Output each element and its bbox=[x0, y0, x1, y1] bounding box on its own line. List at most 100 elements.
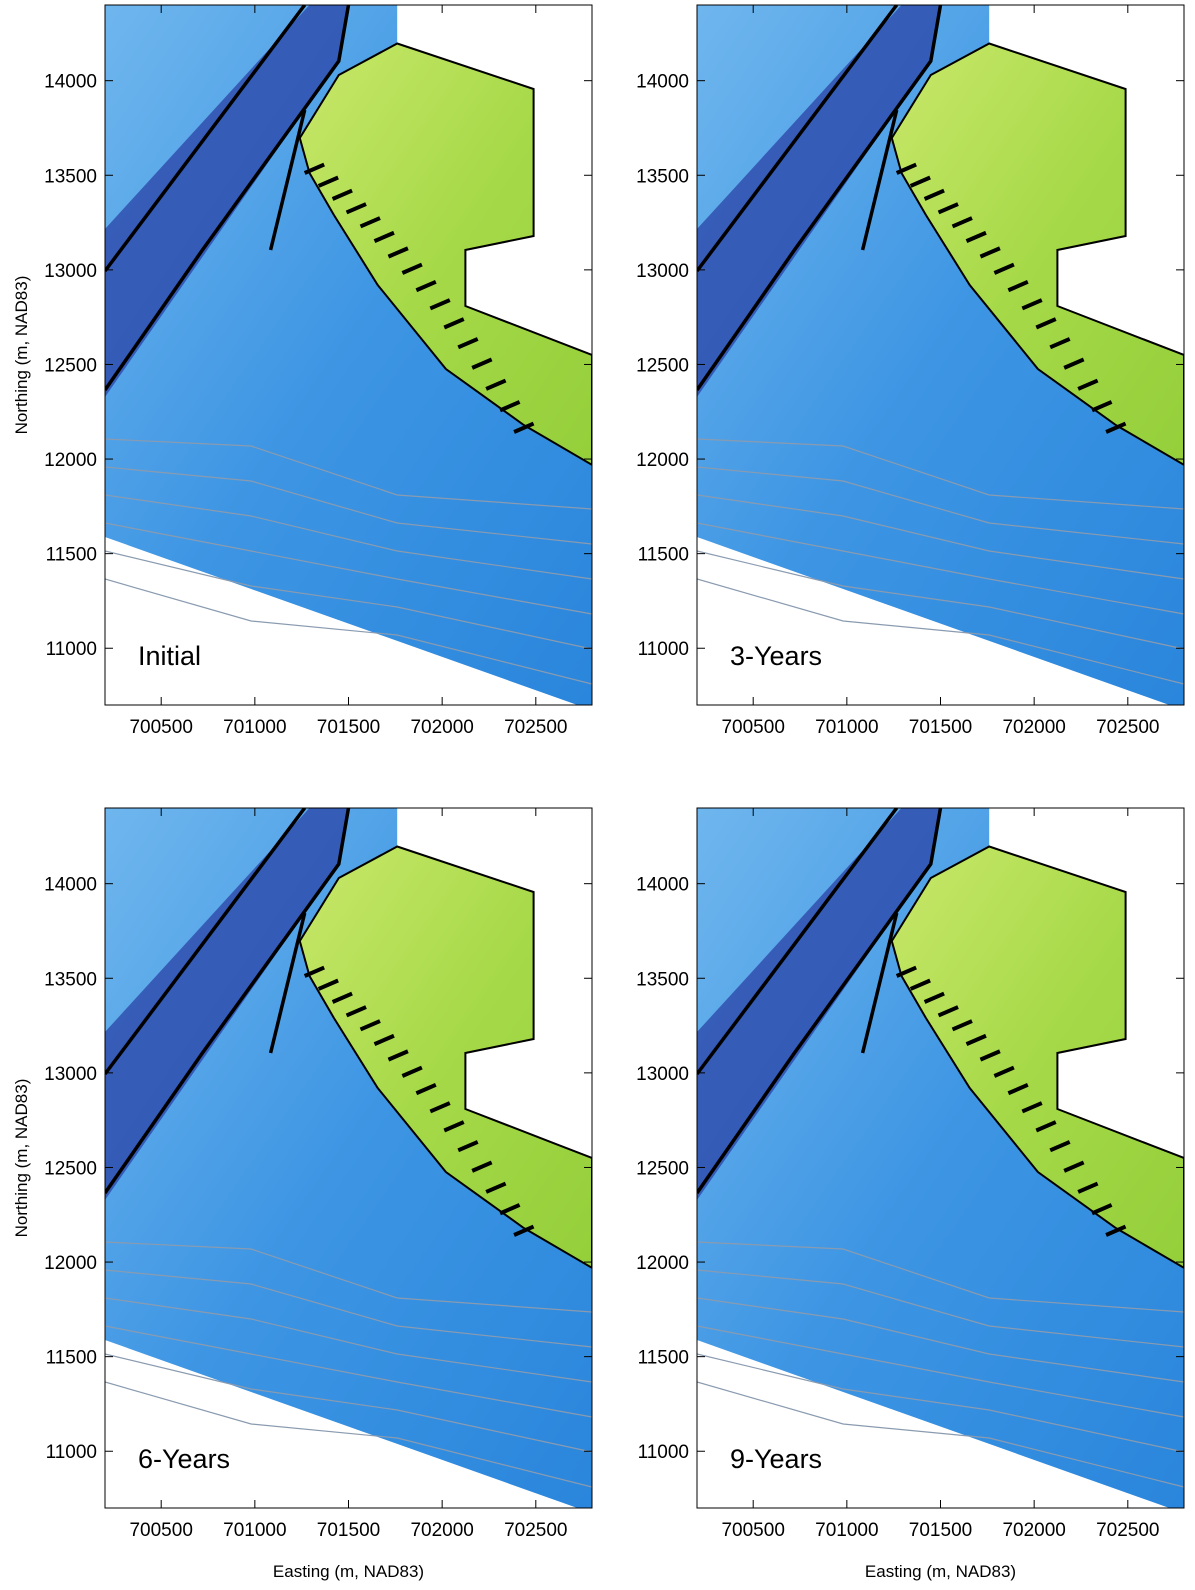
x-tick-label: 701000 bbox=[815, 1520, 878, 1541]
y-tick-label: 14000 bbox=[44, 875, 97, 896]
y-axis-title: Northing (m, NAD83) bbox=[12, 1079, 31, 1238]
y-tick-label: 13000 bbox=[44, 1064, 97, 1085]
contour bbox=[697, 1353, 1184, 1453]
jetty-spur bbox=[268, 912, 307, 1054]
panel-label: 6-Years bbox=[138, 1444, 230, 1474]
groin bbox=[331, 188, 353, 201]
groin bbox=[345, 202, 367, 215]
map-layers bbox=[697, 808, 1184, 1508]
contour bbox=[697, 1269, 1184, 1348]
y-tick-label: 11000 bbox=[46, 639, 97, 660]
y-tick-label: 13000 bbox=[636, 1064, 689, 1085]
x-tick-label: 701500 bbox=[317, 717, 380, 738]
channel bbox=[105, 808, 349, 1200]
channel bbox=[697, 5, 941, 397]
groin bbox=[1077, 1181, 1099, 1194]
panel-label: Initial bbox=[138, 641, 201, 671]
groin bbox=[965, 230, 987, 243]
contour bbox=[697, 550, 1184, 650]
groin bbox=[415, 280, 437, 293]
contour bbox=[105, 1297, 592, 1383]
groin bbox=[373, 230, 395, 243]
groin bbox=[1063, 1160, 1085, 1173]
panel-label: 3-Years bbox=[730, 641, 822, 671]
contour bbox=[697, 522, 1184, 615]
x-tick-label: 702500 bbox=[504, 1520, 567, 1541]
contour bbox=[697, 466, 1184, 545]
contour bbox=[697, 1241, 1184, 1313]
groin bbox=[1007, 1083, 1029, 1096]
x-tick-label: 702500 bbox=[504, 717, 567, 738]
groin bbox=[993, 1065, 1015, 1078]
y-tick-label: 13500 bbox=[44, 166, 97, 187]
jetty-spur bbox=[268, 109, 307, 251]
contour bbox=[105, 1325, 592, 1418]
map-panel: 700500 701000 701500 702000 702500 11000 11500… bbox=[12, 4, 593, 738]
groin bbox=[317, 175, 339, 188]
groin bbox=[895, 162, 917, 175]
groin bbox=[909, 978, 931, 991]
x-tick-label: 701500 bbox=[909, 717, 972, 738]
groin bbox=[1021, 298, 1043, 311]
channel bbox=[105, 5, 349, 397]
groin bbox=[443, 1120, 465, 1133]
groin bbox=[1105, 1224, 1127, 1237]
y-tick-label: 13500 bbox=[44, 969, 97, 990]
x-tick-label: 700500 bbox=[721, 1520, 784, 1541]
x-tick-label: 700500 bbox=[129, 1520, 192, 1541]
contour bbox=[105, 494, 592, 580]
jetty-spur bbox=[860, 912, 899, 1054]
map-panel: 700500 701000 701500 702000 702500 11000 11500… bbox=[12, 807, 593, 1581]
y-tick-label: 11000 bbox=[638, 1442, 689, 1463]
groin bbox=[1049, 337, 1071, 350]
groin bbox=[359, 216, 381, 229]
jetty-line bbox=[105, 5, 351, 391]
groin bbox=[979, 1049, 1001, 1062]
groin bbox=[471, 357, 493, 370]
groin bbox=[373, 1033, 395, 1046]
groin bbox=[1035, 1120, 1057, 1133]
land bbox=[890, 42, 1184, 467]
jetty-line bbox=[105, 808, 351, 1194]
y-tick-label: 14000 bbox=[636, 875, 689, 896]
groin bbox=[457, 1140, 479, 1153]
x-axis-title: Easting (m, NAD83) bbox=[273, 1562, 424, 1581]
y-tick-label: 11500 bbox=[638, 545, 689, 566]
land bbox=[890, 845, 1184, 1270]
x-tick-label: 702500 bbox=[1096, 717, 1159, 738]
groin bbox=[937, 1005, 959, 1018]
x-tick-label: 700500 bbox=[129, 717, 192, 738]
groin bbox=[429, 1101, 451, 1114]
groin bbox=[485, 378, 507, 391]
groin bbox=[401, 262, 423, 275]
groin bbox=[345, 1005, 367, 1018]
y-tick-label: 12000 bbox=[636, 1253, 689, 1274]
x-tick-label: 701500 bbox=[317, 1520, 380, 1541]
jetty-line bbox=[697, 808, 899, 1076]
map-panel: 700500 701000 701500 702000 702500 11000 11500… bbox=[636, 807, 1185, 1581]
groin bbox=[937, 202, 959, 215]
y-tick-label: 12000 bbox=[44, 450, 97, 471]
groin bbox=[303, 965, 325, 978]
jetty-line bbox=[105, 808, 307, 1076]
contour bbox=[105, 550, 592, 650]
groin bbox=[429, 298, 451, 311]
groin bbox=[979, 246, 1001, 259]
contour bbox=[697, 438, 1184, 510]
groin bbox=[359, 1019, 381, 1032]
groin bbox=[1063, 357, 1085, 370]
groin bbox=[331, 991, 353, 1004]
groin bbox=[387, 246, 409, 259]
y-tick-label: 13500 bbox=[636, 969, 689, 990]
y-tick-label: 12500 bbox=[44, 1158, 97, 1179]
contour bbox=[105, 466, 592, 545]
contour bbox=[697, 1325, 1184, 1418]
y-tick-label: 12500 bbox=[44, 355, 97, 376]
map-layers bbox=[697, 5, 1184, 705]
contour bbox=[105, 522, 592, 615]
groin bbox=[415, 1083, 437, 1096]
x-tick-label: 702000 bbox=[1002, 717, 1065, 738]
groin bbox=[513, 421, 535, 434]
groin bbox=[1007, 280, 1029, 293]
groin bbox=[513, 1224, 535, 1237]
